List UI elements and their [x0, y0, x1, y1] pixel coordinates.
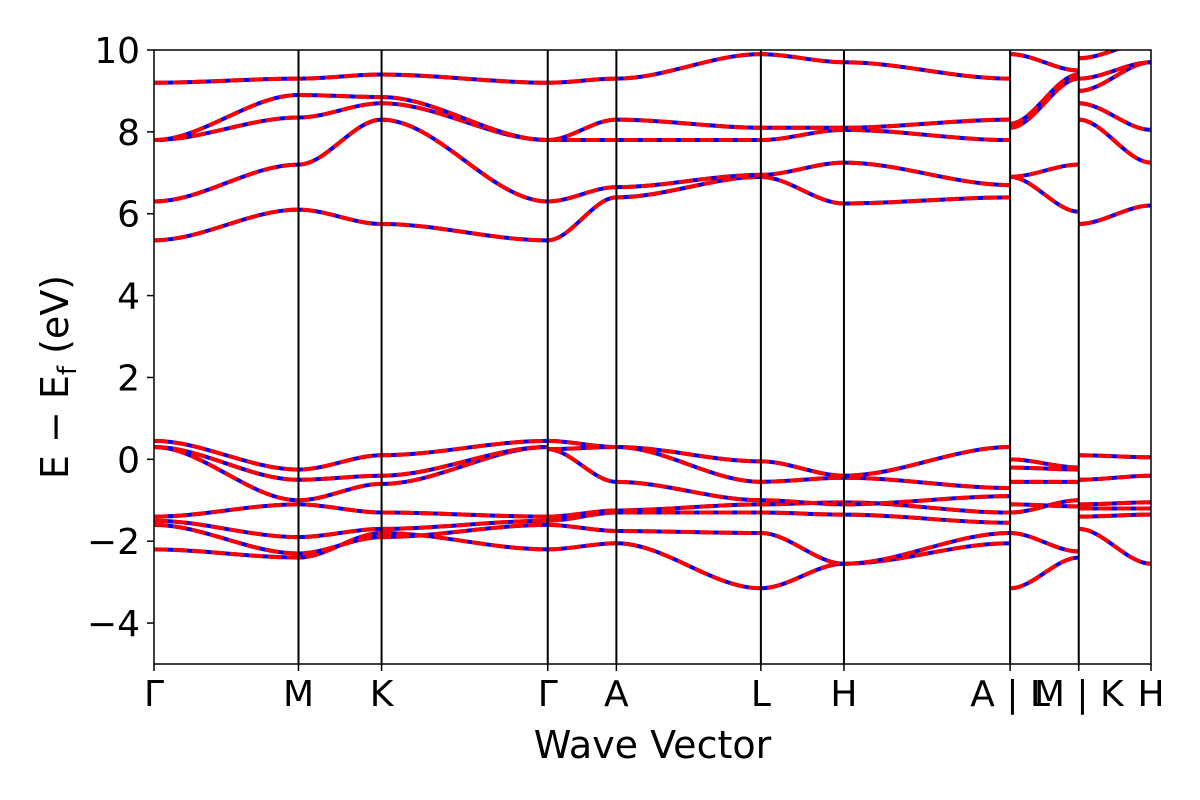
- band-0-2-dashed: [154, 518, 548, 540]
- band-0-7-solid: [154, 207, 548, 243]
- y-tick-label-6: 8: [117, 113, 140, 154]
- band-3-6-dashed: [1078, 203, 1151, 226]
- y-tick-label-4: 4: [117, 277, 140, 318]
- plot-frame: [153, 49, 1152, 665]
- x-axis-ticks: Γ M K Γ A L H A | LM | K H: [144, 664, 1165, 715]
- band-0-6-dashed: [154, 438, 548, 472]
- band-0-1-dashed: [154, 522, 548, 556]
- band-0-9-dashed: [154, 101, 548, 143]
- y-axis-label-subscript: f: [53, 365, 83, 375]
- band-0-11-dashed: [154, 72, 548, 85]
- band-2-6-dashed: [1010, 457, 1079, 470]
- band-3-0-dashed: [1078, 526, 1151, 566]
- y-tick-label-2: 0: [117, 440, 140, 481]
- band-3-7-dashed: [1078, 117, 1151, 165]
- band-2-2-dashed: [1010, 498, 1079, 515]
- band-3-9-dashed: [1078, 60, 1151, 93]
- band-0-8-dashed: [154, 117, 548, 204]
- band-2-9-dashed: [1009, 76, 1080, 130]
- y-axis-ticks: −4 −2 0 2 4 6 8 10: [87, 31, 154, 645]
- band-2-1-dashed: [1010, 531, 1079, 554]
- x-tick-label-3: Γ: [538, 674, 558, 715]
- y-tick-label-1: −2: [87, 522, 140, 563]
- x-tick-label-1: M: [283, 674, 314, 715]
- y-axis-label-unit: (eV): [33, 275, 77, 366]
- y-tick-label-5: 6: [117, 195, 140, 236]
- band-3-10-dashed: [1078, 60, 1151, 81]
- band-0-3-dashed: [154, 502, 548, 519]
- band-2-11-dashed: [1010, 52, 1079, 73]
- band-3-3-dashed: [1078, 500, 1151, 507]
- band-2-3-dashed: [1010, 502, 1079, 509]
- x-tick-label-8: M | K: [1034, 674, 1125, 715]
- band-0-5-dashed: [154, 445, 548, 482]
- kpoint-lines: [297, 50, 1080, 664]
- y-tick-label-7: 10: [94, 31, 140, 72]
- y-axis-label-main: E − E: [33, 375, 77, 479]
- band-0-7-dashed: [154, 207, 548, 243]
- x-tick-label-2: K: [370, 674, 395, 715]
- x-tick-label-0: Γ: [144, 674, 164, 715]
- band-3-5-dashed: [1078, 453, 1151, 460]
- y-tick-label-0: −4: [87, 604, 140, 645]
- band-2-5-dashed: [1010, 465, 1079, 472]
- band-3-8-dashed: [1078, 101, 1151, 132]
- band-2-7-dashed: [1009, 174, 1079, 214]
- band-2-0-dashed: [1009, 555, 1079, 591]
- x-axis-label: Wave Vector: [534, 723, 772, 767]
- bands-layer: [154, 50, 1151, 591]
- x-tick-label-5: L: [751, 674, 771, 715]
- band-3-4-dashed: [1078, 473, 1151, 482]
- y-tick-label-3: 2: [117, 358, 140, 399]
- x-tick-label-7: A | L: [970, 674, 1050, 715]
- band-2-10-dashed: [1009, 72, 1080, 126]
- y-axis-label: E − Ef (eV): [33, 275, 83, 479]
- band-1-4-dashed: [547, 447, 1011, 507]
- band-0-10-dashed: [154, 93, 548, 143]
- band-0-4-dashed: [154, 445, 548, 503]
- band-0-0-dashed: [154, 531, 548, 560]
- band-3-11-dashed: [1078, 50, 1122, 61]
- x-tick-label-6: H: [830, 674, 857, 715]
- band-2-8-dashed: [1010, 162, 1079, 179]
- x-tick-label-4: A: [604, 674, 629, 715]
- band-3-1-dashed: [1078, 512, 1151, 519]
- x-tick-label-9: H: [1137, 674, 1164, 715]
